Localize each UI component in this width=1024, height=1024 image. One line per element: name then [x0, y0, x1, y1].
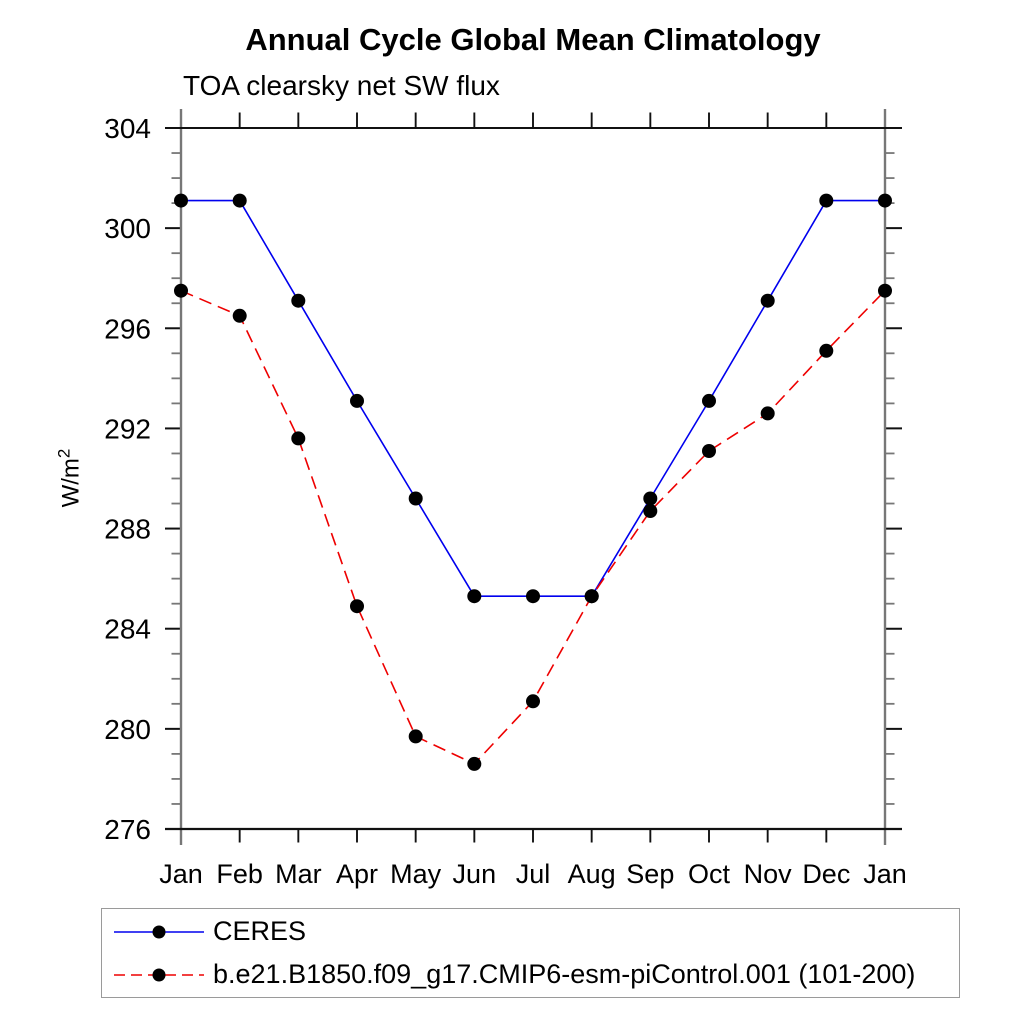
legend-label-model: b.e21.B1850.f09_g17.CMIP6-esm-piControl.…: [213, 959, 916, 989]
x-tick-label: Nov: [744, 859, 793, 889]
data-point-marker-1: [350, 599, 364, 614]
y-axis-label: W/m2: [55, 449, 86, 508]
data-point-marker-1: [643, 504, 658, 518]
y-tick-label: 300: [104, 213, 151, 244]
data-point-marker-0: [643, 491, 658, 506]
data-point-marker-1: [174, 283, 188, 298]
x-tick-label: Apr: [336, 859, 378, 889]
y-axis-label-base: W/m: [57, 458, 85, 508]
chart-title: Annual Cycle Global Mean Climatology: [245, 22, 821, 57]
x-tick-label: Aug: [568, 859, 616, 889]
data-point-marker-1: [467, 756, 482, 771]
x-tick-label: Mar: [275, 859, 322, 889]
series-line-1: [180, 289, 886, 765]
legend-marker-icon: [152, 968, 166, 981]
data-point-marker-1: [408, 729, 423, 744]
chart-subtitle: TOA clearsky net SW flux: [183, 70, 500, 101]
data-point-marker-0: [878, 193, 892, 208]
series-line-0: [181, 199, 885, 598]
data-point-marker-0: [232, 193, 247, 208]
x-tick-label: Sep: [626, 859, 674, 889]
data-point-marker-0: [819, 193, 834, 208]
data-point-marker-0: [174, 193, 188, 208]
data-point-marker-1: [819, 343, 834, 358]
data-point-marker-0: [526, 589, 540, 604]
x-tick-label: Oct: [688, 859, 731, 889]
data-point-marker-1: [760, 406, 775, 421]
x-tick-label: Jun: [453, 859, 497, 889]
legend-line-sample-ceres: [114, 925, 204, 938]
y-tick-label: 276: [104, 814, 151, 845]
legend-row-model: b.e21.B1850.f09_g17.CMIP6-esm-piControl.…: [113, 953, 959, 996]
data-point-marker-1: [232, 308, 247, 323]
y-axis-label-exponent: 2: [54, 448, 74, 459]
x-tick-label: May: [390, 859, 442, 889]
legend-label-ceres: CERES: [213, 916, 307, 946]
data-point-marker-1: [526, 694, 540, 709]
data-point-marker-0: [350, 393, 364, 408]
data-point-marker-0: [467, 589, 482, 604]
legend-line-sample-model: [114, 968, 204, 981]
data-point-marker-1: [291, 431, 306, 446]
y-tick-label: 284: [104, 614, 151, 645]
x-tick-label: Dec: [802, 859, 850, 889]
x-tick-label: Jul: [516, 859, 551, 889]
legend-row-ceres: CERES: [113, 910, 959, 953]
y-tick-label: 280: [104, 714, 151, 745]
x-tick-label: Jan: [863, 859, 907, 889]
data-point-marker-0: [291, 293, 306, 308]
legend-marker-icon: [152, 925, 166, 938]
legend: CERES b.e21.B1850.f09_g17.CMIP6-esm-piCo…: [101, 908, 960, 998]
y-tick-label: 292: [104, 413, 151, 444]
y-tick-label: 304: [104, 113, 151, 144]
data-point-marker-0: [702, 393, 716, 408]
data-point-marker-0: [408, 491, 423, 506]
data-point-marker-1: [702, 444, 716, 458]
y-tick-label: 296: [104, 313, 151, 344]
x-tick-label: Feb: [216, 859, 263, 889]
y-tick-label: 288: [104, 514, 151, 545]
x-tick-label: Jan: [159, 859, 203, 889]
data-point-marker-1: [584, 589, 599, 604]
data-point-marker-0: [760, 293, 775, 308]
data-point-marker-1: [878, 283, 892, 298]
